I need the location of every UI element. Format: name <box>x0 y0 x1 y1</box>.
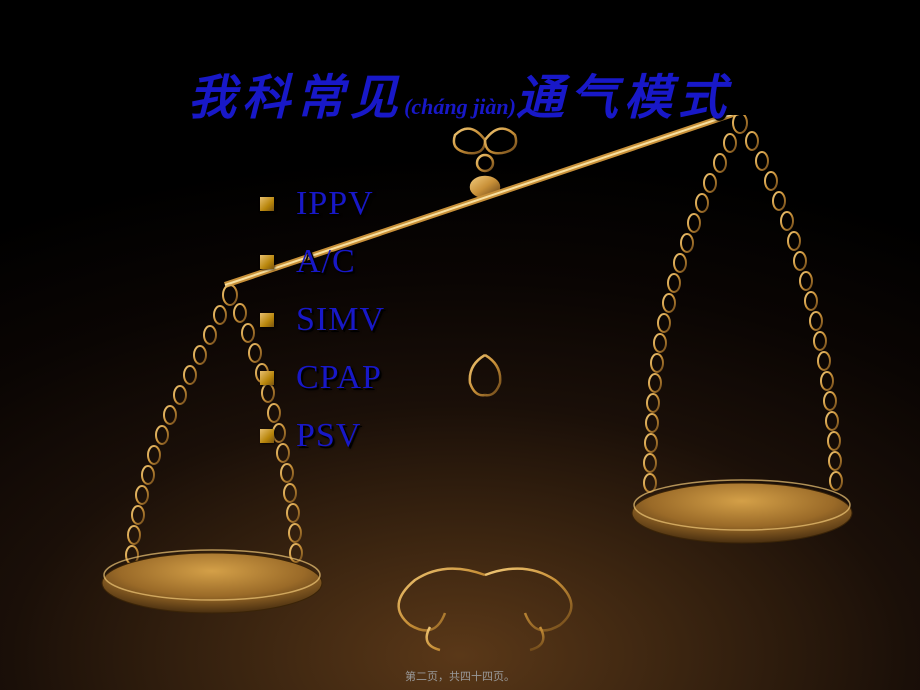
list-item-label: SIMV <box>296 301 385 339</box>
list-item-label: CPAP <box>296 359 382 397</box>
list-item-label: IPPV <box>296 185 374 223</box>
bullet-icon <box>260 197 274 211</box>
bullet-icon <box>260 313 274 327</box>
page-footer: 第二页，共四十四页。 <box>0 668 920 684</box>
title-pinyin: (cháng jiàn) <box>404 94 516 119</box>
title-part2: 通气模式 <box>516 72 732 125</box>
list-item: IPPV <box>260 185 385 223</box>
balance-scale-graphic <box>90 115 880 675</box>
title-part1: 我科常见 <box>188 72 404 125</box>
list-item: SIMV <box>260 301 385 339</box>
modes-list: IPPV A/C SIMV CPAP PSV <box>260 185 385 475</box>
list-item: CPAP <box>260 359 385 397</box>
bullet-icon <box>260 255 274 269</box>
list-item: A/C <box>260 243 385 281</box>
slide-title: 我科常见(cháng jiàn)通气模式 <box>0 58 920 128</box>
list-item: PSV <box>260 417 385 455</box>
bullet-icon <box>260 371 274 385</box>
list-item-label: PSV <box>296 417 361 455</box>
list-item-label: A/C <box>296 243 356 281</box>
bullet-icon <box>260 429 274 443</box>
